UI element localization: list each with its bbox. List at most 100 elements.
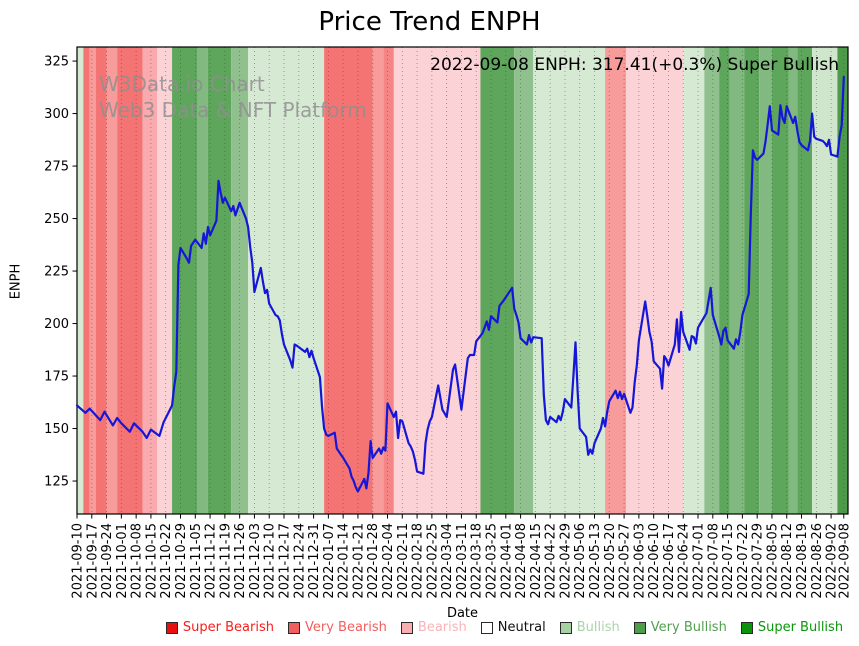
sentiment-band [383,47,394,514]
chart-title: Price Trend ENPH [318,7,541,37]
legend-item-very-bullish: Very Bullish [627,620,734,635]
x-tick-label: 2021-09-10 [71,523,86,599]
x-tick-label: 2022-04-15 [529,523,544,599]
y-tick-label: 250 [44,212,69,227]
x-tick-label: 2022-07-08 [706,523,721,599]
x-tick-label: 2022-04-22 [544,523,559,599]
price-line [75,75,845,493]
sentiment-band [533,47,606,514]
y-tick-label: 175 [44,370,69,385]
sentiment-band [172,47,198,514]
x-tick-label: 2021-10-22 [159,523,174,599]
x-tick-label: 2021-11-26 [233,523,248,599]
sentiment-band [704,47,720,514]
sentiment-band [514,47,534,514]
x-tick-label: 2022-05-20 [603,523,618,599]
x-tick-label: 2022-07-22 [736,523,751,599]
legend-swatch [165,621,178,634]
y-tick-label: 200 [44,317,69,332]
legend-label: Super Bullish [757,620,844,635]
x-axis-label: Date [446,606,479,621]
sentiment-band [96,47,107,514]
x-tick-label: 2022-07-29 [751,523,766,599]
sentiment-band [142,47,158,514]
sentiment-band [771,47,789,514]
x-tick-label: 2022-01-21 [351,523,366,599]
x-tick-label: 2022-08-05 [765,523,780,599]
sentiment-band [626,47,684,514]
sentiment-band [683,47,705,514]
sentiment-band [837,47,848,514]
x-tick-label: 2021-11-05 [189,523,204,599]
sentiment-band [117,47,143,514]
x-tick-label: 2021-10-01 [115,523,130,599]
x-tick-label: 2021-09-24 [100,523,115,599]
sentiment-band [719,47,730,514]
sentiment-legend: Super Bearish Very Bearish Bearish Neutral B… [150,620,859,635]
sentiment-band [231,47,249,514]
y-tick-label: 150 [44,422,69,437]
sentiment-band [605,47,627,514]
x-tick-label: 2021-11-19 [218,523,233,599]
sentiment-band [372,47,384,514]
legend-label: Bullish [576,620,620,635]
x-tick-label: 2022-06-24 [677,523,692,599]
legend-swatch [400,621,413,634]
sentiment-band [759,47,772,514]
sentiment-band [248,47,325,514]
x-tick-label: 2022-02-25 [425,523,440,599]
x-tick-label: 2021-12-24 [292,523,307,599]
x-tick-label: 2022-03-18 [470,523,485,599]
x-tick-label: 2022-05-13 [588,523,603,599]
x-tick-label: 2022-08-26 [810,523,825,599]
x-tick-label: 2022-02-11 [396,523,411,599]
sentiment-band [77,47,84,514]
legend-label: Super Bearish [182,620,274,635]
sentiment-band [797,47,813,514]
legend-swatch [740,621,753,634]
x-tick-label: 2022-04-08 [514,523,529,599]
x-tick-label: 2022-01-28 [366,523,381,599]
y-tick-label: 325 [44,55,69,70]
legend-item-very-bearish: Very Bearish [281,620,394,635]
x-tick-label: 2022-06-17 [662,523,677,599]
legend-swatch [480,621,493,634]
plot-frame [76,46,849,515]
x-tick-label: 2022-06-10 [647,523,662,599]
y-tick-label: 225 [44,265,69,280]
x-tick-label: 2021-12-03 [248,523,263,599]
x-tick-label: 2022-04-01 [499,523,514,599]
current-price-annotation: 2022-09-08 ENPH: 317.41(+0.3%) Super Bul… [430,55,839,75]
legend-item-super-bearish: Super Bearish [159,620,281,635]
legend-label: Very Bearish [305,620,387,635]
sentiment-band [729,47,745,514]
x-tick-label: 2022-01-14 [337,523,352,599]
sentiment-band [197,47,208,514]
x-tick-label: 2021-09-17 [85,523,100,599]
sentiment-band [89,47,97,514]
sentiment-band [207,47,232,514]
x-tick-label: 2022-04-29 [558,523,573,599]
x-tick-label: 2021-10-08 [130,523,145,599]
x-tick-label: 2022-03-04 [440,523,455,599]
watermark: W3Data.io Chart Web3 Data & NFT Platform [99,71,367,123]
sentiment-band [157,47,173,514]
y-tick-label: 275 [44,160,69,175]
x-tick-label: 2021-11-12 [204,523,219,599]
legend-label: Very Bullish [650,620,727,635]
x-tick-label: 2022-03-25 [485,523,500,599]
x-tick-label: 2022-09-02 [825,523,840,599]
x-tick-label: 2022-09-08 [837,523,852,599]
legend-label: Bearish [417,620,467,635]
legend-label: Neutral [497,620,546,635]
x-tick-label: 2022-05-27 [618,523,633,599]
sentiment-band [83,47,90,514]
watermark-line2: Web3 Data & NFT Platform [99,98,367,122]
legend-swatch [288,621,300,634]
x-tick-label: 2021-12-10 [263,523,278,599]
x-tick-label: 2022-06-03 [632,523,647,599]
x-tick-label: 2022-05-06 [573,523,588,599]
y-axis-label: ENPH [8,263,24,300]
sentiment-band [812,47,838,514]
x-tick-label: 2021-12-31 [307,523,322,599]
